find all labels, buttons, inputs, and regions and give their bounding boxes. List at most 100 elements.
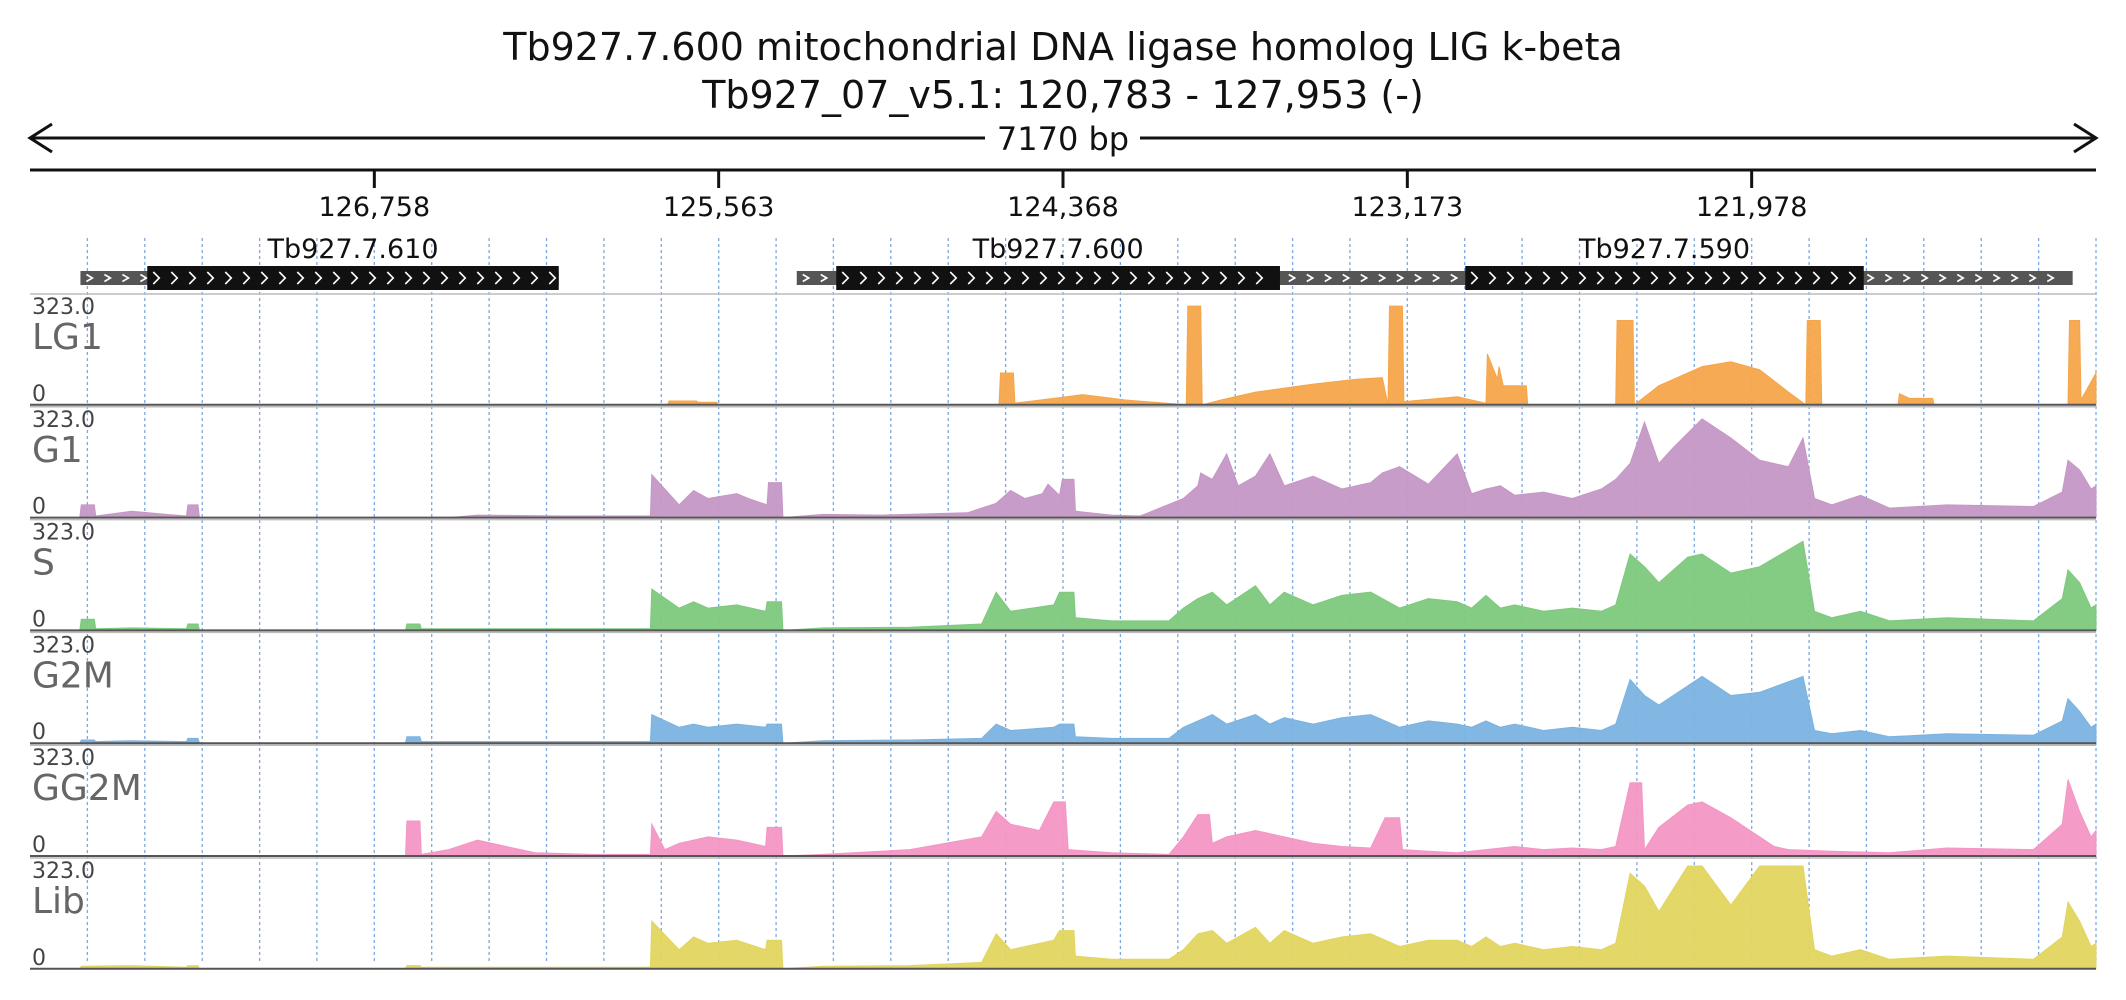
track-g1: 323.0 0 G1 (30, 406, 2097, 520)
strand-chevron (104, 273, 113, 283)
gene-cds (147, 266, 559, 290)
strand-chevron (422, 271, 431, 285)
track-name: S (32, 543, 55, 584)
strand-chevron (1902, 273, 1911, 283)
strand-chevron (2028, 273, 2037, 283)
strand-chevron (1450, 273, 1459, 283)
track-g2m: 323.0 0 G2M (30, 631, 2097, 745)
strand-chevron (1542, 271, 1551, 285)
strand-chevron (1075, 271, 1084, 285)
strand-chevron (1165, 271, 1174, 285)
strand-chevron (895, 271, 904, 285)
strand-chevron (2010, 273, 2019, 283)
strand-chevron (1722, 271, 1731, 285)
track-max-label: 323.0 (32, 633, 95, 658)
strand-chevron (1506, 271, 1515, 285)
strand-chevron (1183, 271, 1192, 285)
strand-chevron (1396, 273, 1405, 283)
strand-chevron (1306, 273, 1315, 283)
strand-chevron (1378, 273, 1387, 283)
gene-models: Tb927.7.610 Tb927.7.600 Tb927.7.590 (80, 234, 2073, 290)
arrow-head-right (2073, 122, 2099, 154)
strand-chevron (1812, 271, 1821, 285)
strand-chevron (1237, 271, 1246, 285)
gene-label: Tb927.7.600 (972, 234, 1144, 265)
strand-chevron (1021, 271, 1030, 285)
track-name: G1 (32, 430, 83, 471)
strand-chevron (1201, 271, 1210, 285)
strand-chevron (530, 271, 539, 285)
strand-chevron (1524, 271, 1533, 285)
gene-model: Tb927.7.600 (796, 234, 1486, 290)
coverage-area (30, 305, 2097, 406)
axis-tick-label: 123,173 (1352, 192, 1464, 223)
track-max-label: 323.0 (32, 408, 95, 433)
strand-chevron (1432, 273, 1441, 283)
axis-tick-label: 125,563 (663, 192, 775, 223)
gene-cds (1465, 266, 1864, 290)
strand-chevron (1938, 273, 1947, 283)
strand-chevron (1758, 271, 1767, 285)
strand-chevron (1686, 271, 1695, 285)
track-min-label: 0 (32, 382, 46, 407)
strand-chevron (278, 271, 287, 285)
strand-chevron (1342, 273, 1351, 283)
strand-chevron (1956, 273, 1965, 283)
track-max-label: 323.0 (32, 295, 95, 320)
gene-label: Tb927.7.590 (1578, 234, 1750, 265)
strand-chevron (1093, 271, 1102, 285)
gene-cds (836, 266, 1280, 290)
strand-chevron (224, 271, 233, 285)
strand-chevron (1324, 273, 1333, 283)
strand-chevron (1794, 271, 1803, 285)
strand-chevron (494, 271, 503, 285)
strand-chevron (1614, 271, 1623, 285)
strand-chevron (1111, 271, 1120, 285)
grid-lines (86, 238, 2097, 964)
strand-chevron (1596, 271, 1605, 285)
strand-chevron (332, 271, 341, 285)
strand-chevron (314, 271, 323, 285)
strand-chevron (1003, 271, 1012, 285)
strand-chevron (913, 271, 922, 285)
strand-chevron (1974, 273, 1983, 283)
track-gg2m: 323.0 0 GG2M (30, 744, 2097, 858)
track-min-label: 0 (32, 946, 46, 971)
strand-chevron (1830, 271, 1839, 285)
track-name: GG2M (32, 768, 142, 809)
strand-chevron (440, 271, 449, 285)
strand-chevron (296, 271, 305, 285)
span-length-label: 7170 bp (997, 120, 1129, 158)
strand-chevron (1057, 271, 1066, 285)
track-name: G2M (32, 655, 114, 696)
strand-chevron (1650, 271, 1659, 285)
track-min-label: 0 (32, 833, 46, 858)
strand-chevron (152, 271, 161, 285)
strand-chevron (985, 271, 994, 285)
track-name: LG1 (32, 317, 103, 358)
strand-chevron (458, 271, 467, 285)
track-name: Lib (32, 881, 85, 922)
strand-chevron (1360, 273, 1369, 283)
strand-chevron (1039, 271, 1048, 285)
strand-chevron (1255, 271, 1264, 285)
strand-chevron (1470, 271, 1479, 285)
strand-chevron (1740, 271, 1749, 285)
strand-chevron (859, 271, 868, 285)
coverage-tracks: 323.00LG1323.00G1323.00S323.00G2M323.00G… (30, 293, 2097, 971)
track-min-label: 0 (32, 607, 46, 632)
strand-chevron (548, 271, 557, 285)
arrow-head-left (27, 122, 53, 154)
coverage-area (30, 865, 2097, 970)
track-min-label: 0 (32, 495, 46, 520)
coverage-area (30, 675, 2097, 744)
track-lg1: 323.0 0 LG1 (30, 293, 2097, 407)
axis-tick-label: 124,368 (1007, 192, 1119, 223)
strand-chevron (1560, 271, 1569, 285)
strand-chevron (1414, 273, 1423, 283)
strand-chevron (1704, 271, 1713, 285)
strand-chevron (386, 271, 395, 285)
strand-chevron (841, 271, 850, 285)
strand-chevron (1866, 273, 1875, 283)
